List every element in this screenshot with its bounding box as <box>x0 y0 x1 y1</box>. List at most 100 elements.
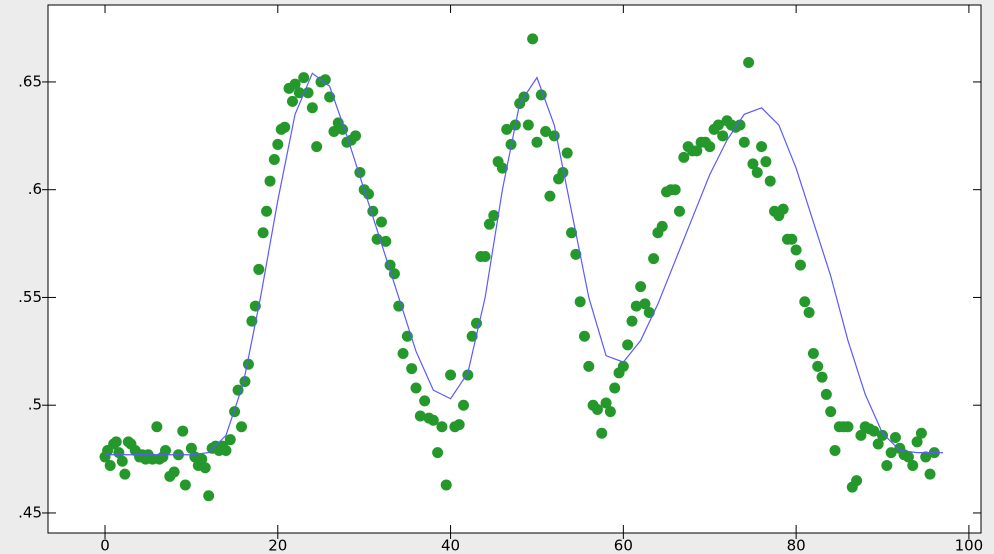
point <box>488 210 500 222</box>
point <box>289 78 301 90</box>
point <box>691 145 703 157</box>
point <box>643 307 655 319</box>
point <box>236 421 248 433</box>
point <box>764 175 776 187</box>
point <box>110 436 122 448</box>
point <box>915 427 927 439</box>
point <box>790 244 802 256</box>
point <box>239 375 251 387</box>
point <box>229 406 241 418</box>
point <box>656 220 668 232</box>
point <box>350 130 362 142</box>
point <box>232 384 244 396</box>
point <box>872 438 884 450</box>
point <box>264 175 276 187</box>
point <box>574 296 586 308</box>
point <box>397 347 409 359</box>
point <box>427 414 439 426</box>
point <box>570 248 582 260</box>
point <box>419 395 431 407</box>
y-tick-label: .5 <box>28 396 42 414</box>
x-tick-label: 60 <box>614 537 633 554</box>
point <box>807 347 819 359</box>
point <box>851 475 863 487</box>
point <box>635 281 647 293</box>
point <box>747 158 759 170</box>
point <box>889 432 901 444</box>
point <box>911 436 923 448</box>
point <box>199 462 211 474</box>
point <box>829 444 841 456</box>
point <box>743 57 755 69</box>
point <box>669 184 681 196</box>
point <box>151 421 163 433</box>
point <box>626 315 638 327</box>
y-tick-label: .6 <box>28 180 42 198</box>
point <box>440 479 452 491</box>
point <box>540 126 552 138</box>
x-tick-label: 40 <box>441 537 460 554</box>
point <box>648 253 660 265</box>
point <box>393 300 405 312</box>
point <box>220 444 232 456</box>
point <box>168 466 180 478</box>
point <box>261 205 273 217</box>
y-tick-label: .45 <box>18 503 42 521</box>
point <box>522 119 534 131</box>
point <box>583 360 595 372</box>
point <box>483 218 495 230</box>
point <box>268 154 280 166</box>
point <box>924 468 936 480</box>
point <box>224 434 236 446</box>
point <box>842 421 854 433</box>
point <box>104 460 116 472</box>
point <box>311 141 323 153</box>
point <box>756 141 768 153</box>
point <box>501 123 513 135</box>
x-tick-label: 20 <box>268 537 287 554</box>
point <box>760 156 772 168</box>
x-tick-label: 100 <box>955 537 984 554</box>
point <box>453 419 465 431</box>
point <box>617 360 629 372</box>
point <box>816 371 828 383</box>
point <box>855 429 867 441</box>
point <box>319 74 331 86</box>
point <box>410 382 422 394</box>
point <box>920 451 932 463</box>
point <box>286 95 298 107</box>
point <box>544 190 556 202</box>
point <box>293 87 305 99</box>
point <box>380 235 392 247</box>
point <box>799 296 811 308</box>
point <box>436 421 448 433</box>
point <box>751 166 763 178</box>
point <box>363 188 375 200</box>
point <box>881 460 893 472</box>
point <box>279 121 291 133</box>
point <box>622 339 634 351</box>
point <box>609 382 621 394</box>
point <box>406 363 418 375</box>
fit-line <box>105 72 943 456</box>
point <box>466 330 478 342</box>
point <box>496 162 508 174</box>
point <box>803 307 815 319</box>
x-tick-label: 0 <box>100 537 110 554</box>
point <box>566 227 578 239</box>
point <box>306 102 318 114</box>
point <box>203 490 215 502</box>
point <box>272 138 284 150</box>
point <box>868 425 880 437</box>
point <box>548 130 560 142</box>
y-tick-label: .55 <box>18 288 42 306</box>
point <box>527 33 539 45</box>
point <box>371 233 383 245</box>
point <box>604 406 616 418</box>
point <box>712 119 724 131</box>
point <box>119 468 131 480</box>
point <box>674 205 686 217</box>
y-tick-label: .65 <box>18 72 42 90</box>
point <box>561 147 573 159</box>
